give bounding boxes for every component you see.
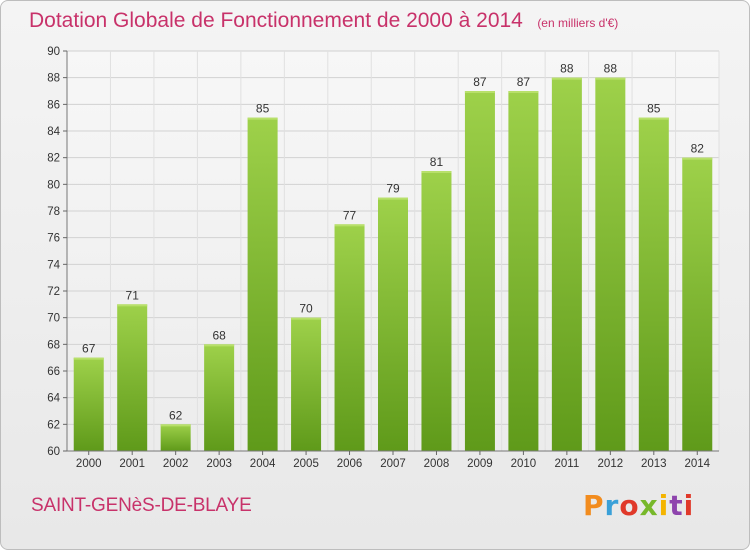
x-tick-label: 2008 <box>424 458 450 470</box>
y-tick-label: 66 <box>47 366 60 378</box>
x-tick-label: 2012 <box>598 458 624 470</box>
data-label: 88 <box>604 62 618 76</box>
bar <box>638 117 669 452</box>
bar <box>464 91 495 451</box>
data-label: 82 <box>691 142 705 156</box>
bar-highlight <box>508 91 539 93</box>
y-tick-label: 86 <box>47 99 60 111</box>
title-row: Dotation Globale de Fonctionnement de 20… <box>29 9 618 33</box>
data-label: 68 <box>212 328 226 342</box>
logo-letter: i <box>683 489 695 522</box>
data-label: 67 <box>82 342 96 356</box>
y-tick-label: 76 <box>47 233 60 245</box>
bar-highlight <box>291 317 322 320</box>
x-tick-label: 2000 <box>76 458 102 470</box>
bar-highlight <box>682 157 713 160</box>
data-label: 77 <box>343 208 357 222</box>
y-tick-label: 72 <box>47 286 60 298</box>
commune-name: SAINT-GENèS-DE-BLAYE <box>31 495 252 516</box>
bar <box>73 357 104 451</box>
y-tick-label: 70 <box>47 313 60 325</box>
y-tick-label: 80 <box>47 179 60 191</box>
x-tick-label: 2014 <box>684 458 710 470</box>
bar <box>508 91 539 451</box>
bar <box>421 171 452 451</box>
bar <box>378 197 408 451</box>
data-label: 70 <box>299 302 313 316</box>
data-label: 88 <box>560 62 574 76</box>
bar-highlight <box>551 77 582 80</box>
bar <box>551 77 582 452</box>
y-tick-label: 78 <box>47 206 60 218</box>
x-tick-label: 2004 <box>250 458 276 470</box>
y-tick-label: 88 <box>47 73 60 85</box>
bar-highlight <box>160 424 191 427</box>
logo-letter: o <box>619 489 640 522</box>
x-tick-label: 2010 <box>511 458 537 470</box>
x-tick-label: 2002 <box>163 458 189 470</box>
x-tick-label: 2001 <box>119 458 145 470</box>
bar <box>291 317 322 451</box>
x-tick-label: 2005 <box>293 458 319 470</box>
bar-highlight <box>595 77 626 80</box>
bar <box>160 424 191 451</box>
bar-highlight <box>117 304 148 307</box>
y-tick-label: 74 <box>47 259 60 271</box>
y-tick-label: 82 <box>47 153 60 165</box>
bar-highlight <box>421 171 452 173</box>
bar-highlight <box>638 117 669 120</box>
bar-highlight <box>247 117 278 120</box>
x-tick-label: 2003 <box>206 458 232 470</box>
y-tick-label: 90 <box>47 46 60 58</box>
bar-highlight <box>204 344 235 347</box>
logo-letter: P <box>583 489 605 522</box>
data-label: 85 <box>256 102 270 116</box>
logo-letter: x <box>639 489 659 522</box>
y-tick-label: 68 <box>47 339 60 351</box>
logo-letter: r <box>604 489 620 522</box>
x-tick-label: 2006 <box>337 458 363 470</box>
chart-title: Dotation Globale de Fonctionnement de 20… <box>29 9 523 32</box>
y-tick-label: 62 <box>47 419 60 431</box>
chart-unit: (en milliers d'€) <box>537 16 619 30</box>
data-label: 85 <box>647 102 661 116</box>
bar-highlight <box>73 357 104 360</box>
y-tick-label: 64 <box>47 393 60 405</box>
x-tick-label: 2007 <box>380 458 406 470</box>
data-label: 79 <box>386 182 400 196</box>
logo-letter: i <box>658 489 670 522</box>
x-tick-label: 2009 <box>467 458 493 470</box>
data-label: 87 <box>473 75 487 89</box>
bar-highlight <box>378 197 408 200</box>
bar <box>682 157 713 451</box>
data-label: 62 <box>169 408 183 422</box>
bar <box>204 344 235 451</box>
x-tick-label: 2011 <box>554 458 579 470</box>
data-label: 71 <box>126 288 140 302</box>
bar <box>117 304 148 451</box>
y-tick-label: 84 <box>47 126 60 138</box>
bar <box>595 77 626 452</box>
bar-highlight <box>334 224 365 227</box>
bar <box>334 224 365 451</box>
bar-highlight <box>464 91 495 93</box>
proxiti-logo: Proxiti <box>583 489 694 522</box>
logo-letter: t <box>669 489 684 522</box>
bar <box>247 117 278 452</box>
x-tick-label: 2013 <box>641 458 667 470</box>
data-label: 87 <box>517 75 531 89</box>
y-tick-label: 60 <box>47 446 60 458</box>
data-label: 81 <box>430 155 444 169</box>
